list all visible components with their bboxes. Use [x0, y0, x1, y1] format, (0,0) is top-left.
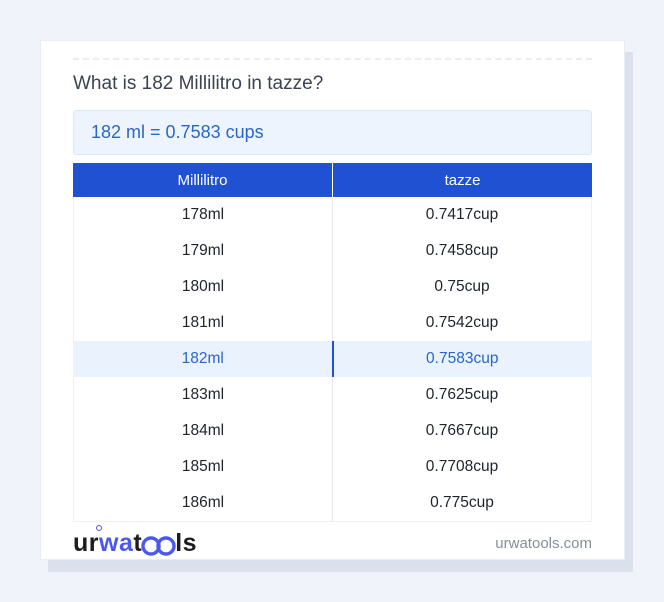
card-footer: ur wa t ls urwatools.com	[73, 524, 592, 560]
table-row: 180ml 0.75cup	[74, 269, 591, 305]
ml-cell: 181ml	[74, 305, 333, 341]
ml-cell: 178ml	[74, 197, 333, 233]
ml-cell: 179ml	[74, 233, 333, 269]
logo-ring-icon	[96, 524, 102, 531]
logo-text-ls: ls	[175, 528, 198, 557]
cup-cell: 0.775cup	[430, 494, 494, 511]
site-url: urwatools.com	[495, 534, 592, 552]
logo-text-t: t	[133, 528, 143, 557]
conversion-table: Millilitro tazze 178ml 0.7417cup 179ml 0…	[73, 163, 592, 522]
table-row: 179ml 0.7458cup	[74, 233, 591, 269]
top-dashed-divider	[73, 58, 592, 60]
table-header-row: Millilitro tazze	[73, 163, 592, 197]
logo-text-wa: wa	[99, 528, 134, 557]
cup-cell: 0.7417cup	[425, 206, 499, 223]
converter-card: What is 182 Millilitro in tazze? 182 ml …	[40, 40, 625, 560]
ml-cell: 182ml	[74, 341, 334, 377]
ml-cell: 180ml	[74, 269, 333, 305]
ml-cell: 184ml	[74, 413, 333, 449]
table-row: 178ml 0.7417cup	[74, 197, 591, 233]
table-row: 184ml 0.7667cup	[74, 413, 591, 449]
table-row: 183ml 0.7625cup	[74, 377, 591, 413]
column-header-tazze: tazze	[444, 171, 481, 189]
table-row: 182ml 0.7583cup	[74, 341, 591, 377]
cup-cell: 0.7542cup	[425, 314, 499, 331]
logo-text-ur: ur	[73, 528, 99, 557]
table-body: 178ml 0.7417cup 179ml 0.7458cup 180ml 0.…	[73, 197, 592, 522]
table-row: 186ml 0.775cup	[74, 485, 591, 521]
conversion-result-text: 182 ml = 0.7583 cups	[91, 122, 264, 142]
cup-cell: 0.7708cup	[425, 458, 499, 475]
ml-cell: 183ml	[74, 377, 333, 413]
urwatools-logo[interactable]: ur wa t ls	[73, 524, 198, 558]
cup-cell: 0.7625cup	[425, 386, 499, 403]
cup-cell: 0.7583cup	[426, 350, 499, 367]
cup-cell: 0.7667cup	[425, 422, 499, 439]
conversion-result-box: 182 ml = 0.7583 cups	[73, 110, 592, 155]
page-title: What is 182 Millilitro in tazze?	[73, 73, 324, 94]
column-header-millilitro: Millilitro	[73, 163, 333, 197]
logo-oo-rings-icon	[141, 536, 176, 556]
cup-cell: 0.75cup	[434, 278, 490, 295]
table-row: 181ml 0.7542cup	[74, 305, 591, 341]
table-row: 185ml 0.7708cup	[74, 449, 591, 485]
ml-cell: 185ml	[74, 449, 333, 485]
ml-cell: 186ml	[74, 485, 333, 521]
cup-cell: 0.7458cup	[425, 242, 499, 259]
